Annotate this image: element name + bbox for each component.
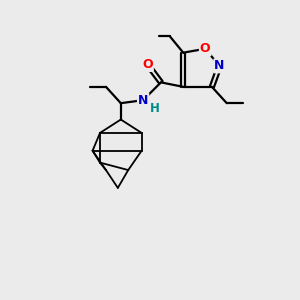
Text: N: N [138,94,148,107]
Text: H: H [149,102,159,115]
Text: O: O [200,42,211,55]
Text: O: O [142,58,153,71]
Text: N: N [214,59,225,72]
